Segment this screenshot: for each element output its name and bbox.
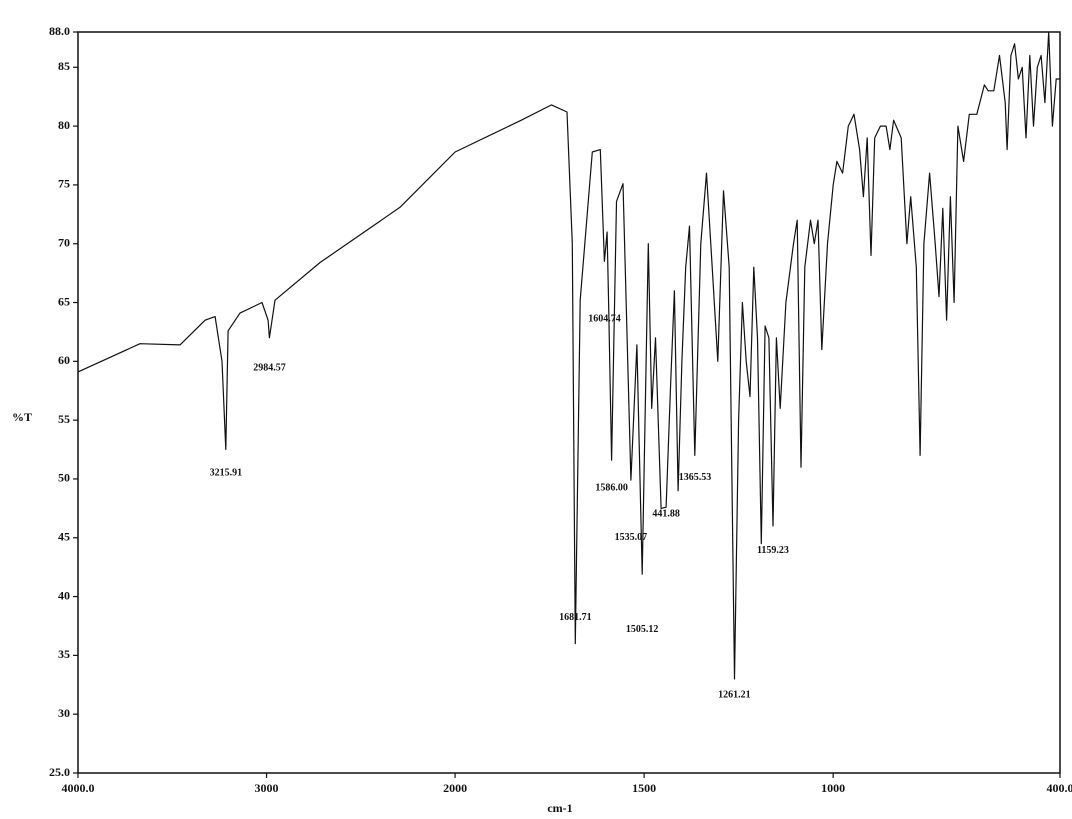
y-tick-label: 55 <box>58 412 70 426</box>
spectrum-line <box>77 31 1060 680</box>
x-tick-label: 2000 <box>443 781 467 795</box>
y-tick-label: 40 <box>58 588 70 602</box>
plot-frame <box>77 31 1061 774</box>
x-tick-label: 1000 <box>821 781 845 795</box>
y-tick-label: 70 <box>58 235 70 249</box>
y-tick-label: 88.0 <box>49 24 70 38</box>
peak-label: 2984.57 <box>253 363 286 374</box>
peak-label: 1604.74 <box>588 313 621 324</box>
x-tick-label: 3000 <box>255 781 279 795</box>
y-tick-label: 25.0 <box>49 765 70 779</box>
y-tick-label: 50 <box>58 471 70 485</box>
peak-label: 1159.23 <box>757 545 789 556</box>
peak-label: 441.88 <box>652 509 680 520</box>
y-tick-label: 35 <box>58 647 70 661</box>
x-axis-label: cm-1 <box>547 801 572 815</box>
peak-label: 1505.12 <box>626 624 659 635</box>
y-tick-label: 65 <box>58 294 70 308</box>
peak-label: 1535.07 <box>615 532 648 543</box>
y-tick-label: 75 <box>58 177 70 191</box>
y-tick-label: 85 <box>58 59 70 73</box>
x-tick-label: 4000.0 <box>62 781 95 795</box>
x-tick-label: 400.0 <box>1047 781 1072 795</box>
y-tick-label: 45 <box>58 530 70 544</box>
peak-label: 1586.00 <box>595 483 628 494</box>
y-tick-label: 60 <box>58 353 70 367</box>
peak-label: 3215.91 <box>210 467 243 478</box>
y-tick-label: 80 <box>58 118 70 132</box>
y-axis-label: %T <box>12 410 32 424</box>
y-tick-label: 30 <box>58 706 70 720</box>
peak-label: 1261.21 <box>718 690 751 701</box>
peak-label: 1681.71 <box>559 612 592 623</box>
peak-label: 1365.53 <box>679 472 712 483</box>
x-tick-label: 1500 <box>632 781 656 795</box>
